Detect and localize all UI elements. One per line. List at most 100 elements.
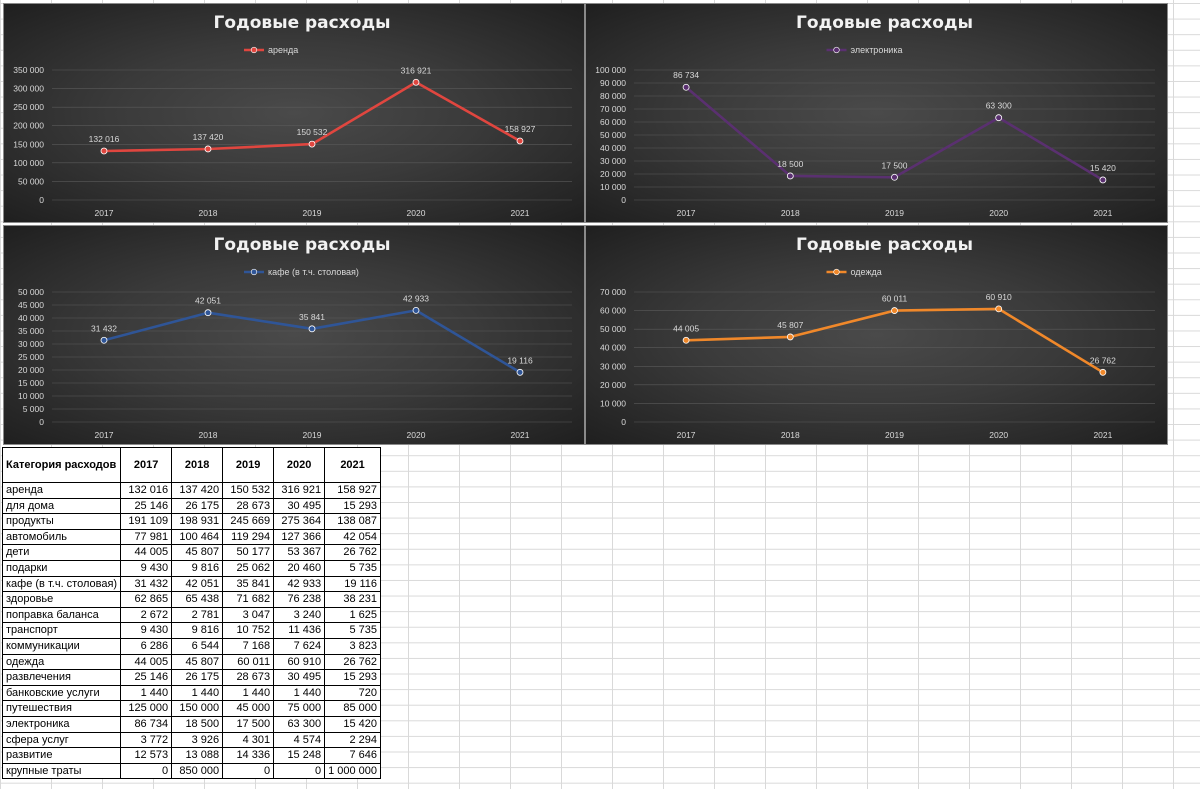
chart-rent[interactable]: Годовые расходы аренда 350 000 300 000 250 0… <box>3 3 585 223</box>
category-cell[interactable]: развлечения <box>1 669 122 686</box>
data-point[interactable] <box>682 336 690 344</box>
header-year[interactable]: 2017 <box>120 447 173 483</box>
value-cell[interactable]: 44 005 <box>120 653 173 671</box>
value-cell[interactable]: 0 <box>222 762 275 780</box>
value-cell[interactable]: 60 011 <box>222 653 275 671</box>
legend[interactable]: электроника <box>826 45 903 55</box>
value-cell[interactable]: 9 430 <box>120 622 173 639</box>
value-cell[interactable]: 150 532 <box>222 482 275 499</box>
category-cell[interactable]: автомобиль <box>1 528 122 546</box>
value-cell[interactable]: 53 367 <box>273 544 326 561</box>
chart-cafe[interactable]: Годовые расходы кафе (в т.ч. столовая) 50 … <box>3 225 585 445</box>
value-cell[interactable]: 4 574 <box>273 731 326 749</box>
value-cell[interactable]: 3 772 <box>120 731 173 749</box>
value-cell[interactable]: 45 807 <box>171 653 224 671</box>
value-cell[interactable]: 5 735 <box>324 559 382 577</box>
chart-title[interactable]: Годовые расходы <box>214 13 391 33</box>
value-cell[interactable]: 6 544 <box>171 637 224 655</box>
value-cell[interactable]: 3 240 <box>273 606 326 624</box>
value-cell[interactable]: 17 500 <box>222 715 275 733</box>
category-cell[interactable]: подарки <box>1 559 122 577</box>
value-cell[interactable]: 1 625 <box>324 606 382 624</box>
value-cell[interactable]: 42 933 <box>273 575 326 593</box>
value-cell[interactable]: 191 109 <box>120 513 173 530</box>
value-cell[interactable]: 26 762 <box>324 544 382 561</box>
category-cell[interactable]: развитие <box>1 747 122 764</box>
value-cell[interactable]: 62 865 <box>120 591 173 608</box>
data-point[interactable] <box>308 325 316 333</box>
legend[interactable]: аренда <box>244 45 298 55</box>
header-year[interactable]: 2020 <box>273 447 326 483</box>
value-cell[interactable]: 10 752 <box>222 622 275 639</box>
data-point[interactable] <box>516 137 524 145</box>
value-cell[interactable]: 198 931 <box>171 513 224 530</box>
value-cell[interactable]: 77 981 <box>120 528 173 546</box>
value-cell[interactable]: 19 116 <box>324 575 382 593</box>
value-cell[interactable]: 50 177 <box>222 544 275 561</box>
category-cell[interactable]: транспорт <box>1 622 122 639</box>
data-point[interactable] <box>995 305 1003 313</box>
value-cell[interactable]: 137 420 <box>171 482 224 499</box>
value-cell[interactable]: 63 300 <box>273 715 326 733</box>
value-cell[interactable]: 2 294 <box>324 731 382 749</box>
value-cell[interactable]: 7 168 <box>222 637 275 655</box>
value-cell[interactable]: 86 734 <box>120 715 173 733</box>
header-year[interactable]: 2021 <box>324 447 382 483</box>
data-point[interactable] <box>1099 176 1107 184</box>
value-cell[interactable]: 15 420 <box>324 715 382 733</box>
value-cell[interactable]: 127 366 <box>273 528 326 546</box>
header-category[interactable]: Категория расходов <box>1 447 122 483</box>
category-cell[interactable]: электроника <box>1 715 122 733</box>
value-cell[interactable]: 3 823 <box>324 637 382 655</box>
data-point[interactable] <box>516 368 524 376</box>
value-cell[interactable]: 42 054 <box>324 528 382 546</box>
value-cell[interactable]: 125 000 <box>120 700 173 717</box>
value-cell[interactable]: 11 436 <box>273 622 326 639</box>
value-cell[interactable]: 7 646 <box>324 747 382 764</box>
data-point[interactable] <box>412 306 420 314</box>
data-point[interactable] <box>308 140 316 148</box>
category-cell[interactable]: сфера услуг <box>1 731 122 749</box>
value-cell[interactable]: 1 440 <box>273 684 326 702</box>
value-cell[interactable]: 12 573 <box>120 747 173 764</box>
value-cell[interactable]: 13 088 <box>171 747 224 764</box>
value-cell[interactable]: 1 440 <box>222 684 275 702</box>
value-cell[interactable]: 119 294 <box>222 528 275 546</box>
value-cell[interactable]: 14 336 <box>222 747 275 764</box>
data-point[interactable] <box>204 309 212 317</box>
header-year[interactable]: 2019 <box>222 447 275 483</box>
value-cell[interactable]: 76 238 <box>273 591 326 608</box>
value-cell[interactable]: 42 051 <box>171 575 224 593</box>
category-cell[interactable]: крупные траты <box>1 762 122 780</box>
value-cell[interactable]: 71 682 <box>222 591 275 608</box>
chart-clothing[interactable]: Годовые расходы одежда 70 000 60 000 50 000 4… <box>585 225 1168 445</box>
value-cell[interactable]: 5 735 <box>324 622 382 639</box>
legend[interactable]: кафе (в т.ч. столовая) <box>244 267 359 277</box>
series-line[interactable] <box>686 307 1104 374</box>
chart-title[interactable]: Годовые расходы <box>214 235 391 255</box>
value-cell[interactable]: 275 364 <box>273 513 326 530</box>
value-cell[interactable]: 35 841 <box>222 575 275 593</box>
value-cell[interactable]: 138 087 <box>324 513 382 530</box>
category-cell[interactable]: продукты <box>1 513 122 530</box>
value-cell[interactable]: 2 781 <box>171 606 224 624</box>
value-cell[interactable]: 85 000 <box>324 700 382 717</box>
data-point[interactable] <box>204 145 212 153</box>
value-cell[interactable]: 0 <box>120 762 173 780</box>
value-cell[interactable]: 44 005 <box>120 544 173 561</box>
value-cell[interactable]: 28 673 <box>222 497 275 515</box>
value-cell[interactable]: 25 146 <box>120 669 173 686</box>
value-cell[interactable]: 15 293 <box>324 669 382 686</box>
value-cell[interactable]: 18 500 <box>171 715 224 733</box>
value-cell[interactable]: 60 910 <box>273 653 326 671</box>
category-cell[interactable]: банковские услуги <box>1 684 122 702</box>
category-cell[interactable]: одежда <box>1 653 122 671</box>
value-cell[interactable]: 2 672 <box>120 606 173 624</box>
category-cell[interactable]: поправка баланса <box>1 606 122 624</box>
value-cell[interactable]: 1 440 <box>120 684 173 702</box>
value-cell[interactable]: 6 286 <box>120 637 173 655</box>
value-cell[interactable]: 0 <box>273 762 326 780</box>
category-cell[interactable]: путешествия <box>1 700 122 717</box>
value-cell[interactable]: 1 000 000 <box>324 762 382 780</box>
value-cell[interactable]: 3 926 <box>171 731 224 749</box>
